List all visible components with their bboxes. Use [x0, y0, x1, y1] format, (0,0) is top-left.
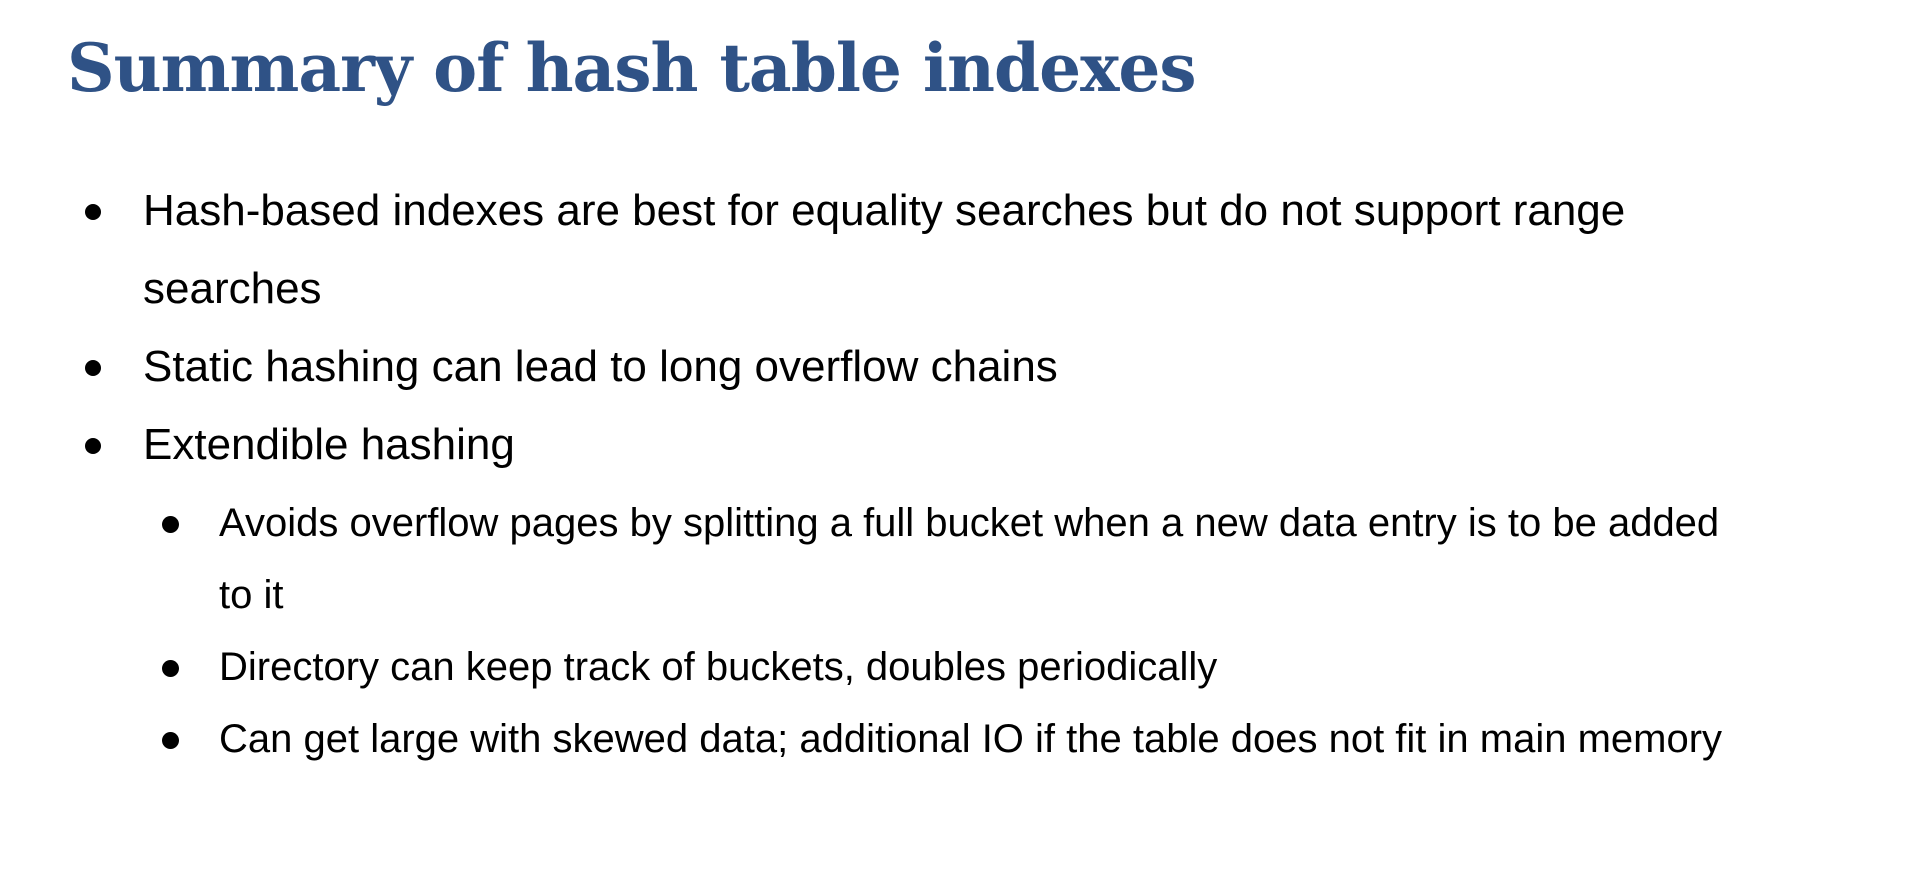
bullet-text-line: Static hashing can lead to long overflow…	[143, 342, 1058, 391]
bullet-dot-icon	[85, 204, 101, 220]
bullet-dot-icon	[162, 660, 179, 677]
bullet-text-line: to it	[219, 573, 284, 617]
bullet-text-line: Extendible hashing	[143, 420, 515, 469]
sub-bullet-item: Can get large with skewed data; addition…	[162, 703, 1723, 775]
bullet-dot-icon	[162, 732, 179, 749]
bullet-text-line: Avoids overflow pages by splitting a ful…	[219, 501, 1720, 545]
bullet-text-line: Can get large with skewed data; addition…	[219, 717, 1723, 761]
sub-bullet-item: Avoids overflow pages by splitting a ful…	[162, 487, 1720, 631]
bullet-item: Static hashing can lead to long overflow…	[85, 328, 1058, 406]
bullet-dot-icon	[85, 360, 101, 376]
bullet-text-line: Directory can keep track of buckets, dou…	[219, 645, 1218, 689]
bullet-dot-icon	[162, 516, 179, 533]
bullet-text-line: Hash-based indexes are best for equality…	[143, 186, 1626, 235]
bullet-text-line: searches	[143, 264, 322, 313]
sub-bullet-item: Directory can keep track of buckets, dou…	[162, 631, 1218, 703]
slide-title: Summary of hash table indexes	[67, 29, 1197, 107]
bullet-dot-icon	[85, 438, 101, 454]
bullet-item: Extendible hashing	[85, 406, 515, 484]
bullet-item: Hash-based indexes are best for equality…	[85, 172, 1626, 328]
